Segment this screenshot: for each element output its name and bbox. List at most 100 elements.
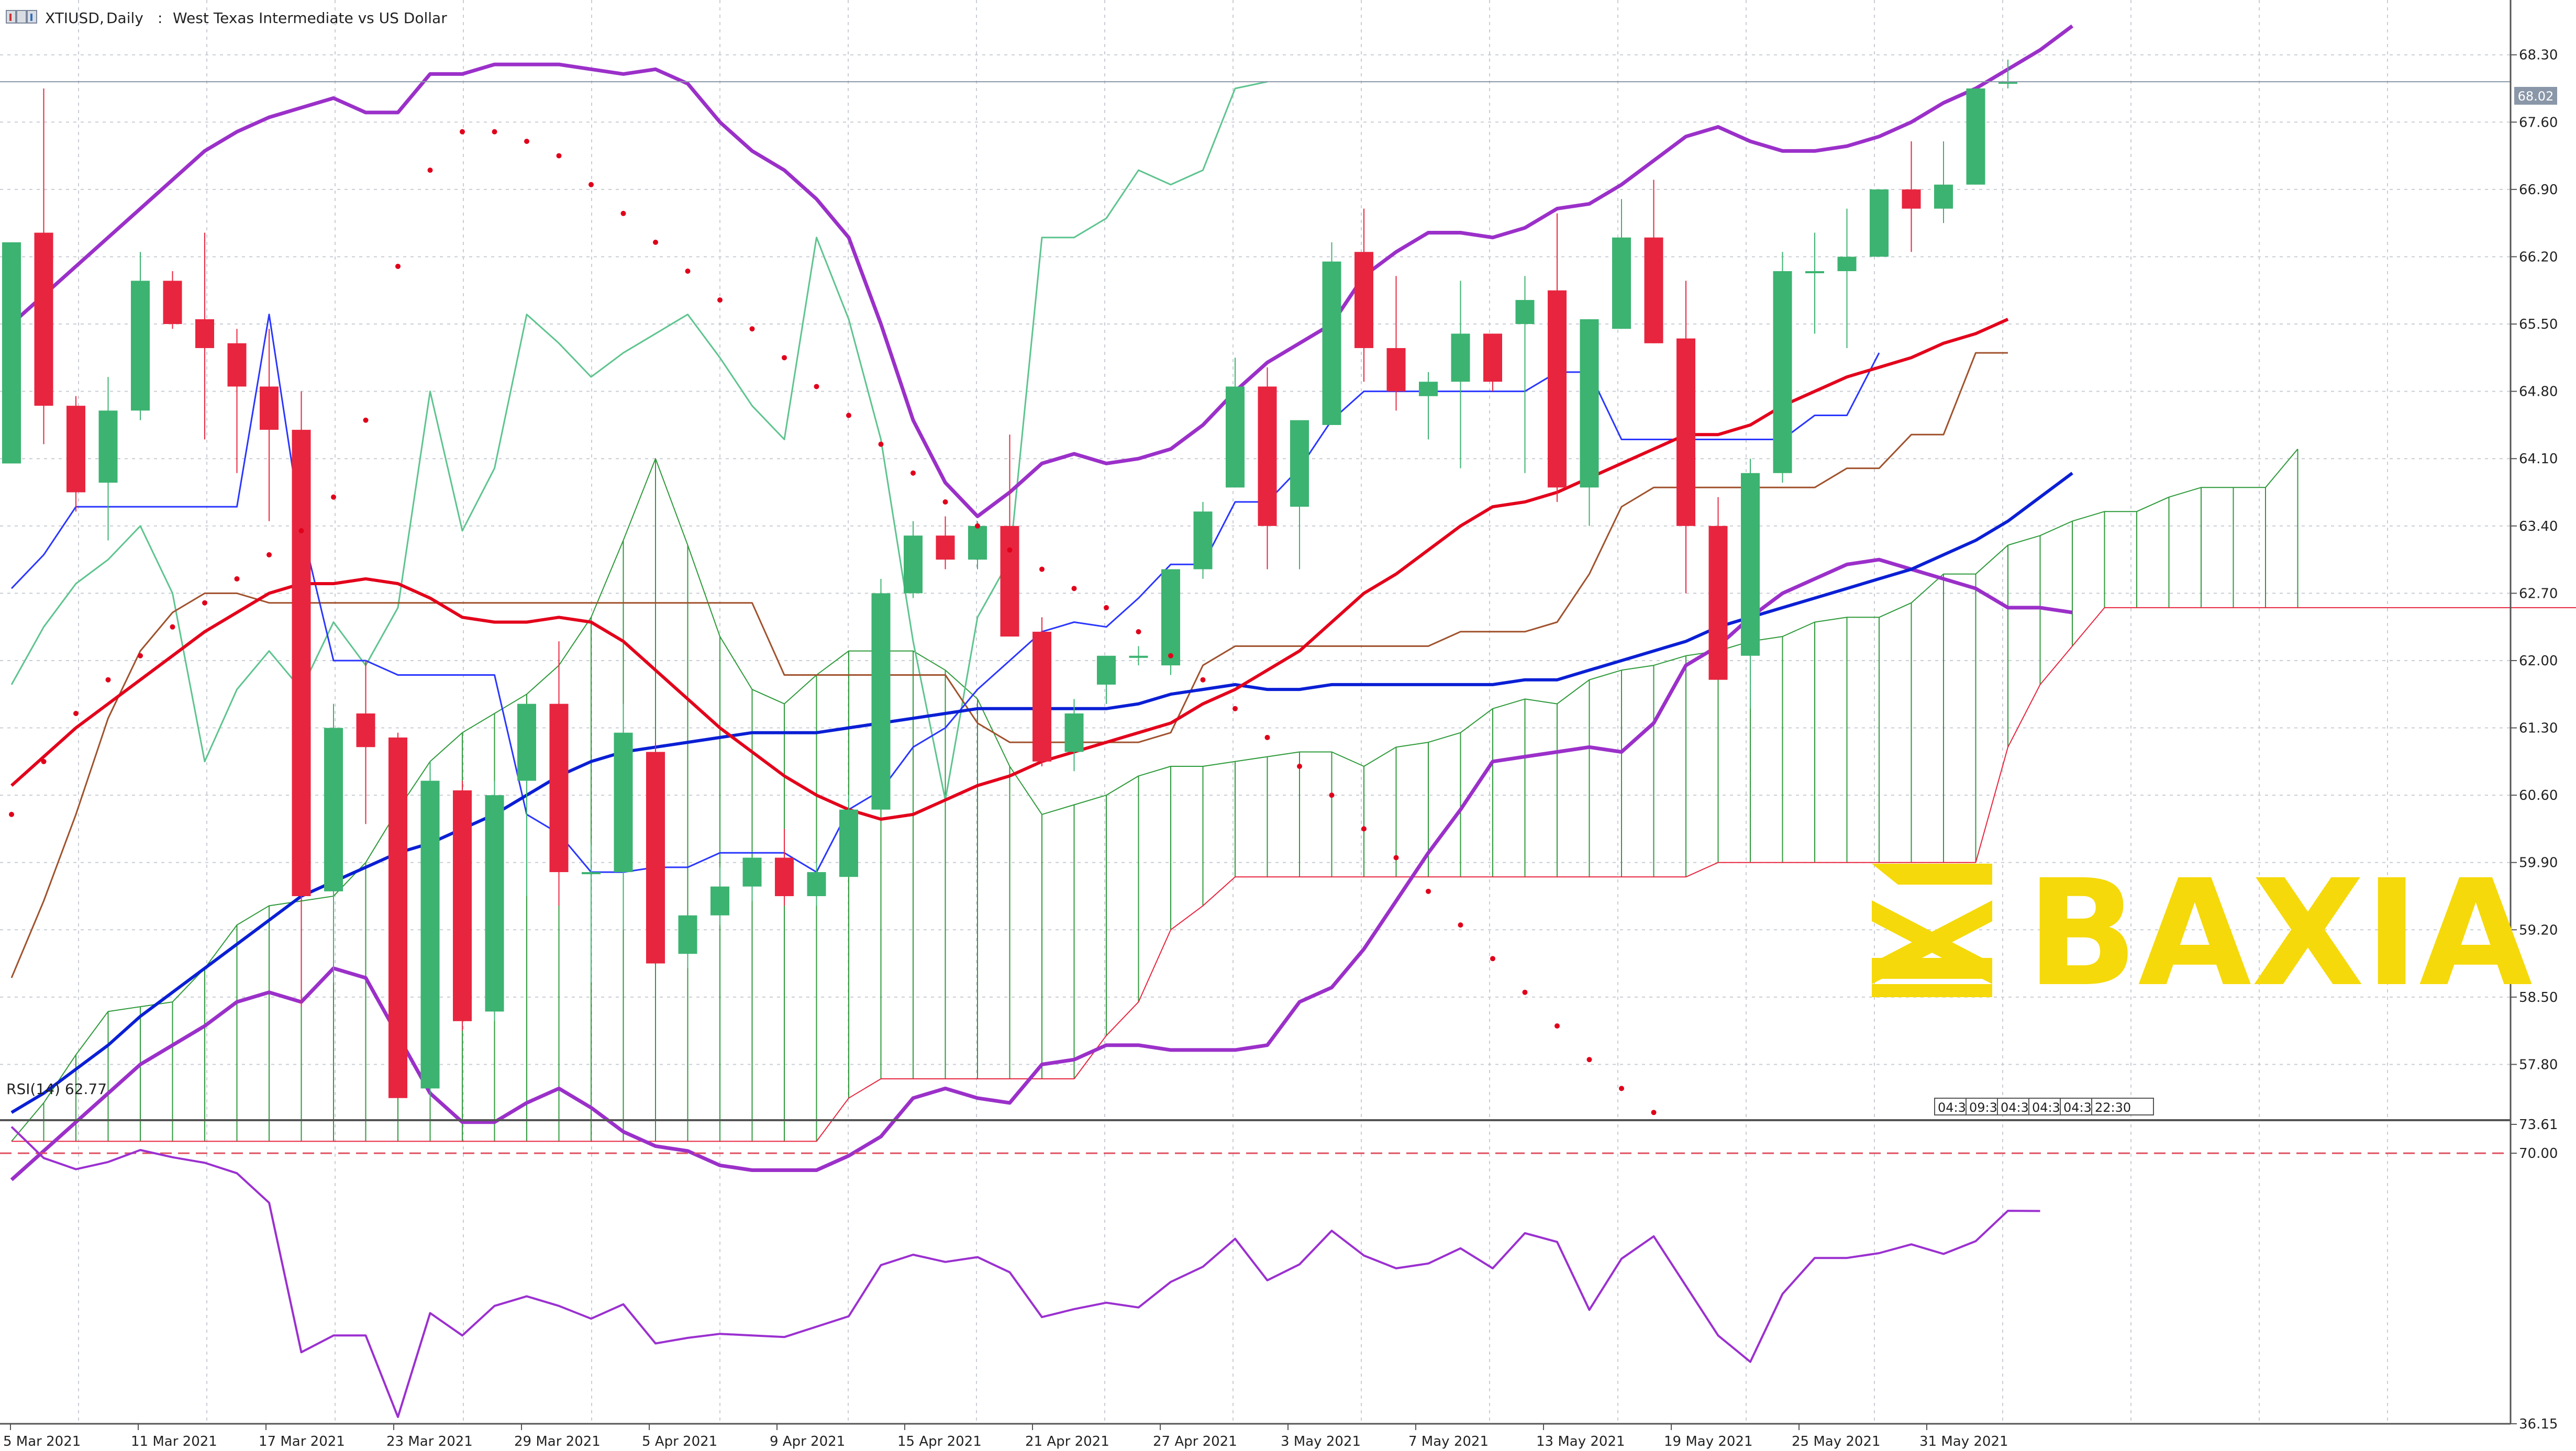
candle-body	[968, 526, 987, 560]
candle-body	[1226, 386, 1245, 488]
candle-body	[2, 242, 21, 464]
sar-dot	[782, 355, 787, 361]
sar-dot	[105, 677, 111, 683]
sar-dot	[73, 710, 79, 716]
candle-body	[1580, 319, 1599, 488]
candle-body	[1064, 713, 1084, 752]
price-tick-label: 67.60	[2519, 115, 2558, 130]
sar-dot	[298, 528, 304, 533]
candle-body	[1741, 473, 1760, 656]
chikou-span	[10, 81, 1268, 801]
price-tick-label: 62.70	[2519, 586, 2558, 601]
candle-body	[453, 790, 472, 1021]
sar-dot	[138, 653, 143, 658]
candle-body	[1386, 348, 1406, 392]
candle-body	[742, 857, 762, 887]
price-tick-label: 62.00	[2519, 653, 2558, 669]
price-tick-label: 64.80	[2519, 384, 2558, 400]
candle-body	[549, 704, 569, 873]
time-tick-label: 19 May 2021	[1664, 1434, 1753, 1449]
candle-body	[1934, 184, 1953, 209]
sar-dot	[1490, 956, 1495, 962]
sar-dot	[460, 129, 465, 135]
candle-body	[1708, 526, 1728, 680]
instrument-description: West Texas Intermediate vs US Dollar	[173, 9, 447, 27]
candle-body	[1097, 655, 1116, 685]
candle-body	[775, 857, 794, 896]
candle-body	[1419, 382, 1438, 396]
candle-body	[1161, 569, 1180, 666]
candle-body	[260, 386, 279, 430]
sar-dot	[234, 576, 240, 582]
time-box-label: 09:3	[1969, 1100, 1997, 1115]
sar-dot	[1007, 547, 1013, 553]
candle-body	[131, 281, 150, 411]
candle-body	[1612, 237, 1631, 329]
candle-body	[1548, 290, 1567, 488]
time-box	[2060, 1098, 2092, 1115]
price-tick-label: 59.90	[2519, 855, 2558, 871]
price-tick-label: 66.20	[2519, 249, 2558, 265]
price-tick-label: 61.30	[2519, 721, 2558, 736]
baxia-logo-mark	[1872, 864, 1992, 997]
candle-body	[904, 535, 923, 594]
candle-body	[1000, 526, 1019, 637]
sar-dot	[846, 412, 851, 418]
sar-dot	[653, 239, 658, 245]
candle-body	[98, 410, 118, 483]
candle-body	[1966, 88, 1985, 185]
time-tick-label: 15 Apr 2021	[897, 1434, 982, 1449]
sar-dot	[1264, 734, 1270, 740]
time-tick-label: 25 May 2021	[1792, 1434, 1881, 1449]
candle-body	[1451, 333, 1470, 382]
rsi-panel	[0, 1126, 2511, 1418]
candle-body	[34, 232, 53, 406]
svg-text::: :	[158, 9, 162, 27]
sar-dot	[1555, 1023, 1560, 1029]
candle-body	[1032, 631, 1051, 762]
rsi-line	[10, 1126, 2040, 1418]
sar-dot	[556, 153, 562, 159]
sar-dot	[1071, 586, 1077, 591]
candle-body	[1676, 338, 1695, 526]
candle-body	[710, 886, 729, 916]
time-tick-label: 3 May 2021	[1281, 1434, 1361, 1449]
sar-dot	[685, 269, 691, 274]
time-tick-label: 11 Mar 2021	[131, 1434, 217, 1449]
sar-dot	[1426, 888, 1431, 894]
candle-body	[1837, 256, 1857, 272]
senkou-span-b	[12, 607, 2576, 1142]
candles	[2, 59, 2017, 1098]
candle-body	[324, 728, 343, 891]
sar-dot	[942, 499, 948, 505]
sma-fast	[10, 318, 2009, 821]
time-tick-label: 23 Mar 2021	[386, 1434, 473, 1449]
sar-dot	[1200, 677, 1206, 683]
time-box	[1997, 1098, 2029, 1115]
time-tick-label: 21 Apr 2021	[1025, 1434, 1109, 1449]
sar-dot	[395, 263, 401, 269]
candle-body	[1644, 237, 1663, 343]
candle-body	[1902, 189, 1921, 209]
sar-dot	[878, 441, 884, 447]
sar-dot	[1104, 605, 1109, 610]
sar-dot	[1651, 1110, 1657, 1115]
sar-dot	[814, 384, 819, 389]
sar-dot	[1586, 1057, 1592, 1063]
candle-body	[420, 780, 440, 1089]
candle-body	[66, 406, 85, 493]
time-box	[2091, 1098, 2154, 1115]
price-tick-label: 66.90	[2519, 182, 2558, 198]
candle-body	[1515, 300, 1535, 325]
time-box-label: 04:3	[2001, 1100, 2029, 1115]
header: XTIUSD , Daily : West Texas Intermediate…	[6, 9, 447, 27]
sar-dot	[975, 523, 980, 529]
price-tick-label: 58.50	[2519, 990, 2558, 1006]
time-tick-label: 27 Apr 2021	[1153, 1434, 1237, 1449]
time-tick-label: 29 Mar 2021	[514, 1434, 601, 1449]
candle-body	[1322, 261, 1341, 425]
time-tick-label: 31 May 2021	[1919, 1434, 2008, 1449]
time-box-label: 04:3	[2063, 1100, 2092, 1115]
